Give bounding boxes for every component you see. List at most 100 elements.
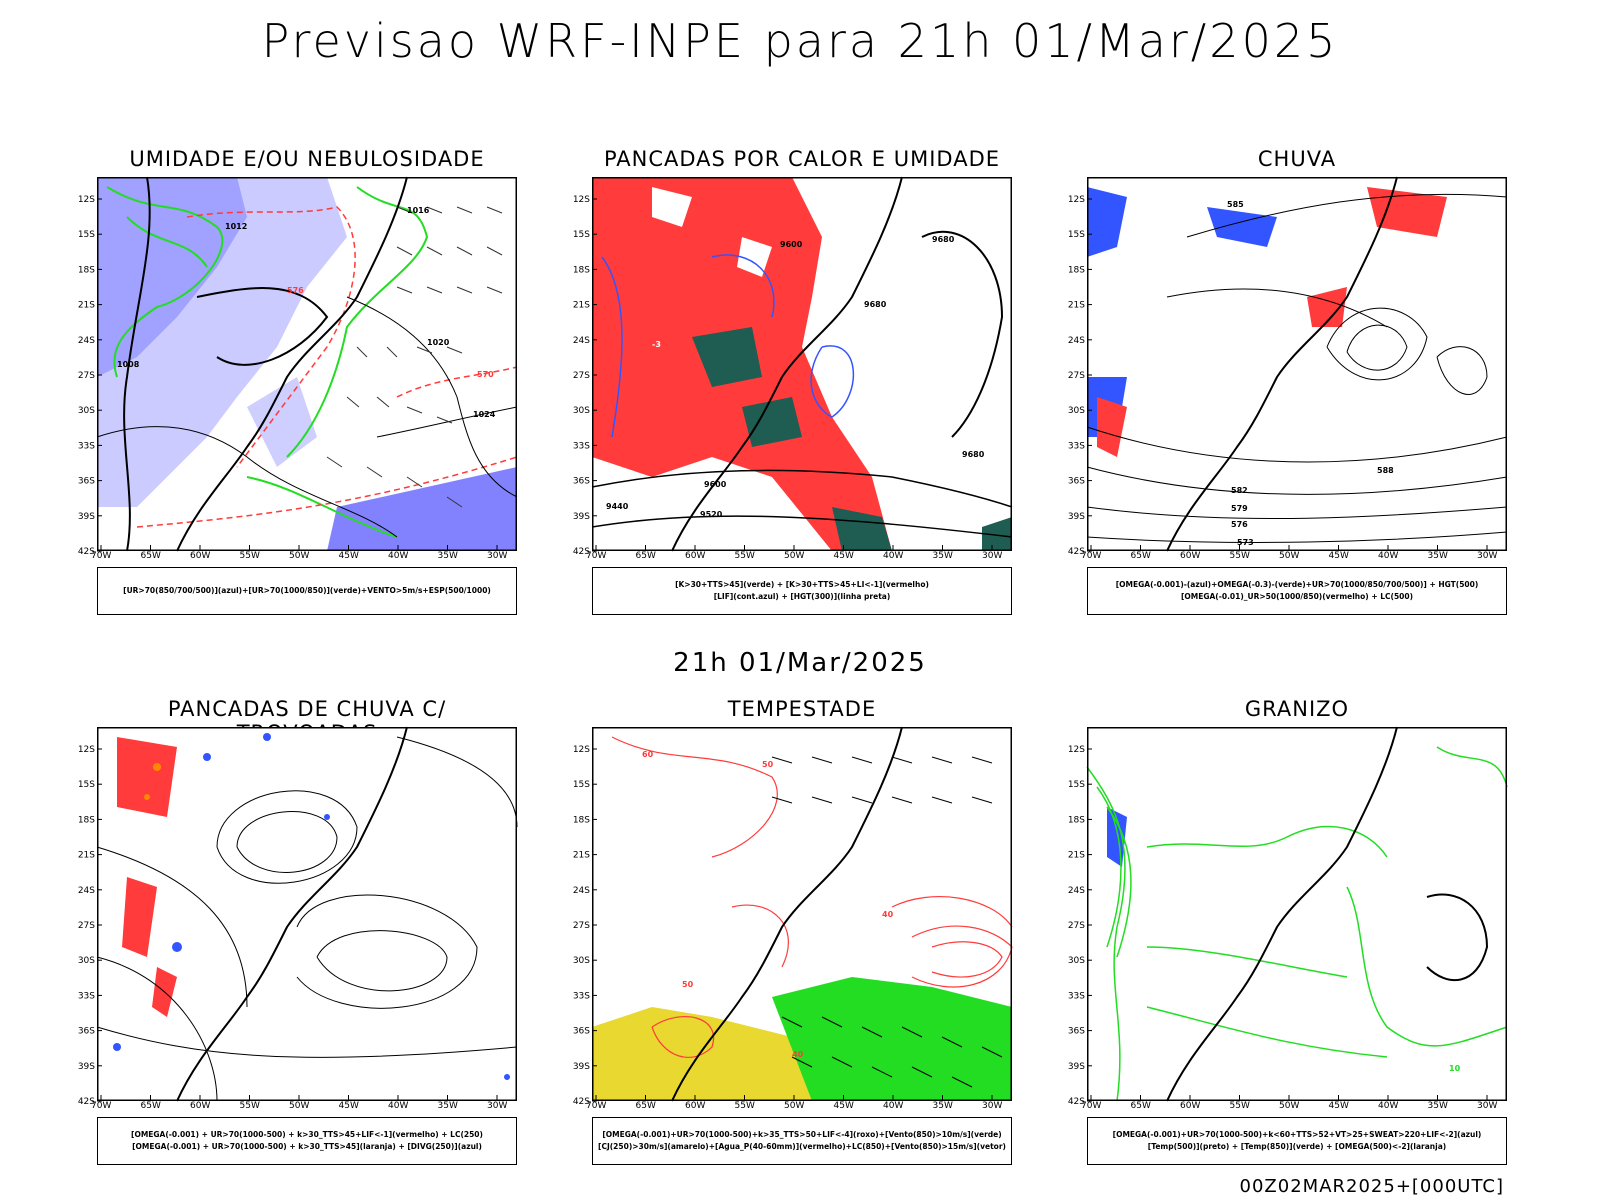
lat-tick-label: 33S — [1068, 441, 1085, 451]
lat-tick-label: 42S — [78, 547, 95, 557]
lat-tick-label: 33S — [573, 991, 590, 1001]
thunder-orange — [144, 763, 161, 800]
green-contours — [106, 186, 429, 538]
lon-tick-label: 65W — [635, 1101, 656, 1111]
streamlines — [96, 736, 518, 1102]
lon-tick-row: 70W 65W 60W 55W 50W 45W 40W 35W 30W — [1081, 1101, 1507, 1113]
contour-labels: 9600 9680 9680 9600 9520 9440 9680 -3 — [606, 235, 985, 519]
lat-tick-label: 36S — [573, 477, 590, 487]
lat-tick-label: 15S — [1068, 780, 1085, 790]
lon-tick-label: 30W — [1477, 551, 1498, 561]
lat-tick-label: 15S — [573, 780, 590, 790]
lon-tick-label: 40W — [1378, 1101, 1399, 1111]
lat-tick-label: 21S — [573, 851, 590, 861]
lat-tick-label: 27S — [78, 921, 95, 931]
contour-label: 579 — [1231, 504, 1248, 513]
red-thickness-contours — [136, 206, 518, 528]
panel-legend: [OMEGA(-0.001) + UR>70(1000-500) + k>30_… — [97, 1117, 517, 1165]
instability-green-areas — [692, 327, 1012, 551]
contour-label: 50 — [682, 980, 694, 989]
lat-tick-label: 30S — [78, 406, 95, 416]
pressure-contours — [96, 296, 518, 538]
lat-tick-label: 33S — [78, 991, 95, 1001]
coastline — [1166, 726, 1489, 1102]
coastline — [1166, 176, 1398, 552]
lat-tick-label: 15S — [78, 230, 95, 240]
lon-tick-label: 55W — [239, 551, 260, 561]
map-granizo: 10 12S 15S 18S 21S 24S 27S 30S 33S 36S 39S 42S 70W… — [1068, 726, 1508, 1111]
legend-line: [OMEGA(-0.001)+UR>70(1000-500)+k>35_TTS>… — [602, 1130, 1002, 1139]
lat-tick-label: 39S — [573, 512, 590, 522]
lon-tick-label: 45W — [833, 1101, 854, 1111]
lat-tick-label: 42S — [1068, 1097, 1085, 1107]
contour-label: 10 — [1449, 1064, 1461, 1073]
lon-tick-label: 30W — [1477, 1101, 1498, 1111]
lat-tick-label: 21S — [1068, 851, 1085, 861]
lat-tick-label: 12S — [78, 745, 95, 755]
map-granizo-svg: 10 12S 15S 18S 21S 24S 27S 30S 33S 36S 39S 42S — [1068, 726, 1508, 1107]
lon-tick-label: 70W — [586, 551, 607, 561]
lat-tick-label: 36S — [1068, 1027, 1085, 1037]
lon-tick-label: 45W — [338, 551, 359, 561]
lon-tick-label: 40W — [1378, 551, 1399, 561]
rain-red — [1097, 187, 1447, 457]
contour-label: 1008 — [117, 360, 140, 369]
lon-tick-label: 65W — [635, 551, 656, 561]
map-pancadas-calor: 9600 9680 9680 9600 9520 9440 9680 -3 12… — [573, 176, 1013, 561]
lon-tick-label: 55W — [1229, 551, 1250, 561]
panel-title: CHUVA — [1257, 147, 1337, 171]
lat-tick-label: 39S — [573, 1062, 590, 1072]
legend-line: [OMEGA(-0.01)_UR>50(1000/850)(vermelho) … — [1180, 592, 1414, 601]
lat-tick-label: 24S — [78, 886, 95, 896]
lon-tick-label: 30W — [982, 551, 1003, 561]
lat-tick-label: 33S — [1068, 991, 1085, 1001]
lon-tick-label: 45W — [833, 551, 854, 561]
lon-tick-label: 35W — [932, 551, 953, 561]
map-tempestade-svg: 60 50 40 40 50 12S 15S 18S 21S 24S 27S 30S 33S 3… — [573, 726, 1013, 1107]
lat-tick-label: 39S — [1068, 1062, 1085, 1072]
lat-tick-label: 18S — [573, 265, 590, 275]
contour-label: 582 — [1231, 486, 1248, 495]
contour-labels: 10 — [1449, 1064, 1461, 1073]
lat-tick-label: 18S — [1068, 815, 1085, 825]
map-chuva-svg: 585 588 582 579 576 573 12S 15S 18S 21S 24S 2… — [1068, 176, 1508, 557]
lon-tick-label: 65W — [1130, 551, 1151, 561]
map-pancadas-calor-svg: 9600 9680 9680 9600 9520 9440 9680 -3 12… — [573, 176, 1013, 557]
contour-label: 9680 — [864, 300, 887, 309]
contour-labels: 585 588 582 579 576 573 — [1227, 200, 1394, 547]
thunder-red — [117, 737, 177, 1017]
legend-line: [K>30+TTS>45](verde) + [K>30+TTS>45+LI<-… — [675, 580, 929, 589]
lat-tick-label: 24S — [1068, 336, 1085, 346]
lat-tick-label: 24S — [78, 336, 95, 346]
clear-gaps — [652, 187, 772, 277]
contour-label: 1020 — [427, 338, 450, 347]
coastline — [176, 726, 408, 1102]
lon-tick-label: 55W — [1229, 1101, 1250, 1111]
lat-tick-label: 12S — [78, 195, 95, 205]
legend-line: [OMEGA(-0.001) + UR>70(1000-500) + k>30_… — [132, 1142, 482, 1151]
lat-tick-label: 42S — [78, 1097, 95, 1107]
legend-line: [OMEGA(-0.001)+UR>70(1000-500)+k<60+TTS>… — [1112, 1130, 1482, 1139]
lon-tick-label: 55W — [734, 1101, 755, 1111]
lat-tick-label: 36S — [1068, 477, 1085, 487]
streamlines — [1086, 193, 1508, 543]
lon-tick-label: 50W — [289, 551, 310, 561]
contour-label: 9600 — [704, 480, 727, 489]
lon-tick-label: 30W — [487, 551, 508, 561]
lat-tick-label: 21S — [573, 301, 590, 311]
lon-tick-label: 55W — [734, 551, 755, 561]
map-umidade: 1012 1016 1020 1024 1008 570 576 12S 15S 1… — [78, 176, 518, 561]
lat-tick-label: 24S — [1068, 886, 1085, 896]
run-stamp: 00Z02MAR2025+[000UTC] — [1239, 1176, 1504, 1197]
lon-tick-label: 40W — [388, 551, 409, 561]
lat-tick-label: 21S — [78, 851, 95, 861]
lat-tick-label: 21S — [78, 301, 95, 311]
contour-label: 570 — [477, 370, 494, 379]
map-trovoadas: 12S 15S 18S 21S 24S 27S 30S 33S 36S 39S 42S 70W 65W… — [78, 726, 518, 1111]
lon-tick-label: 50W — [289, 1101, 310, 1111]
lifted-index-contours — [601, 254, 854, 438]
lon-tick-row: 70W 65W 60W 55W 50W 45W 40W 35W 30W — [586, 1101, 1012, 1113]
lat-tick-label: 42S — [1068, 547, 1085, 557]
lat-tick-label: 15S — [78, 780, 95, 790]
coastline — [671, 726, 903, 1102]
